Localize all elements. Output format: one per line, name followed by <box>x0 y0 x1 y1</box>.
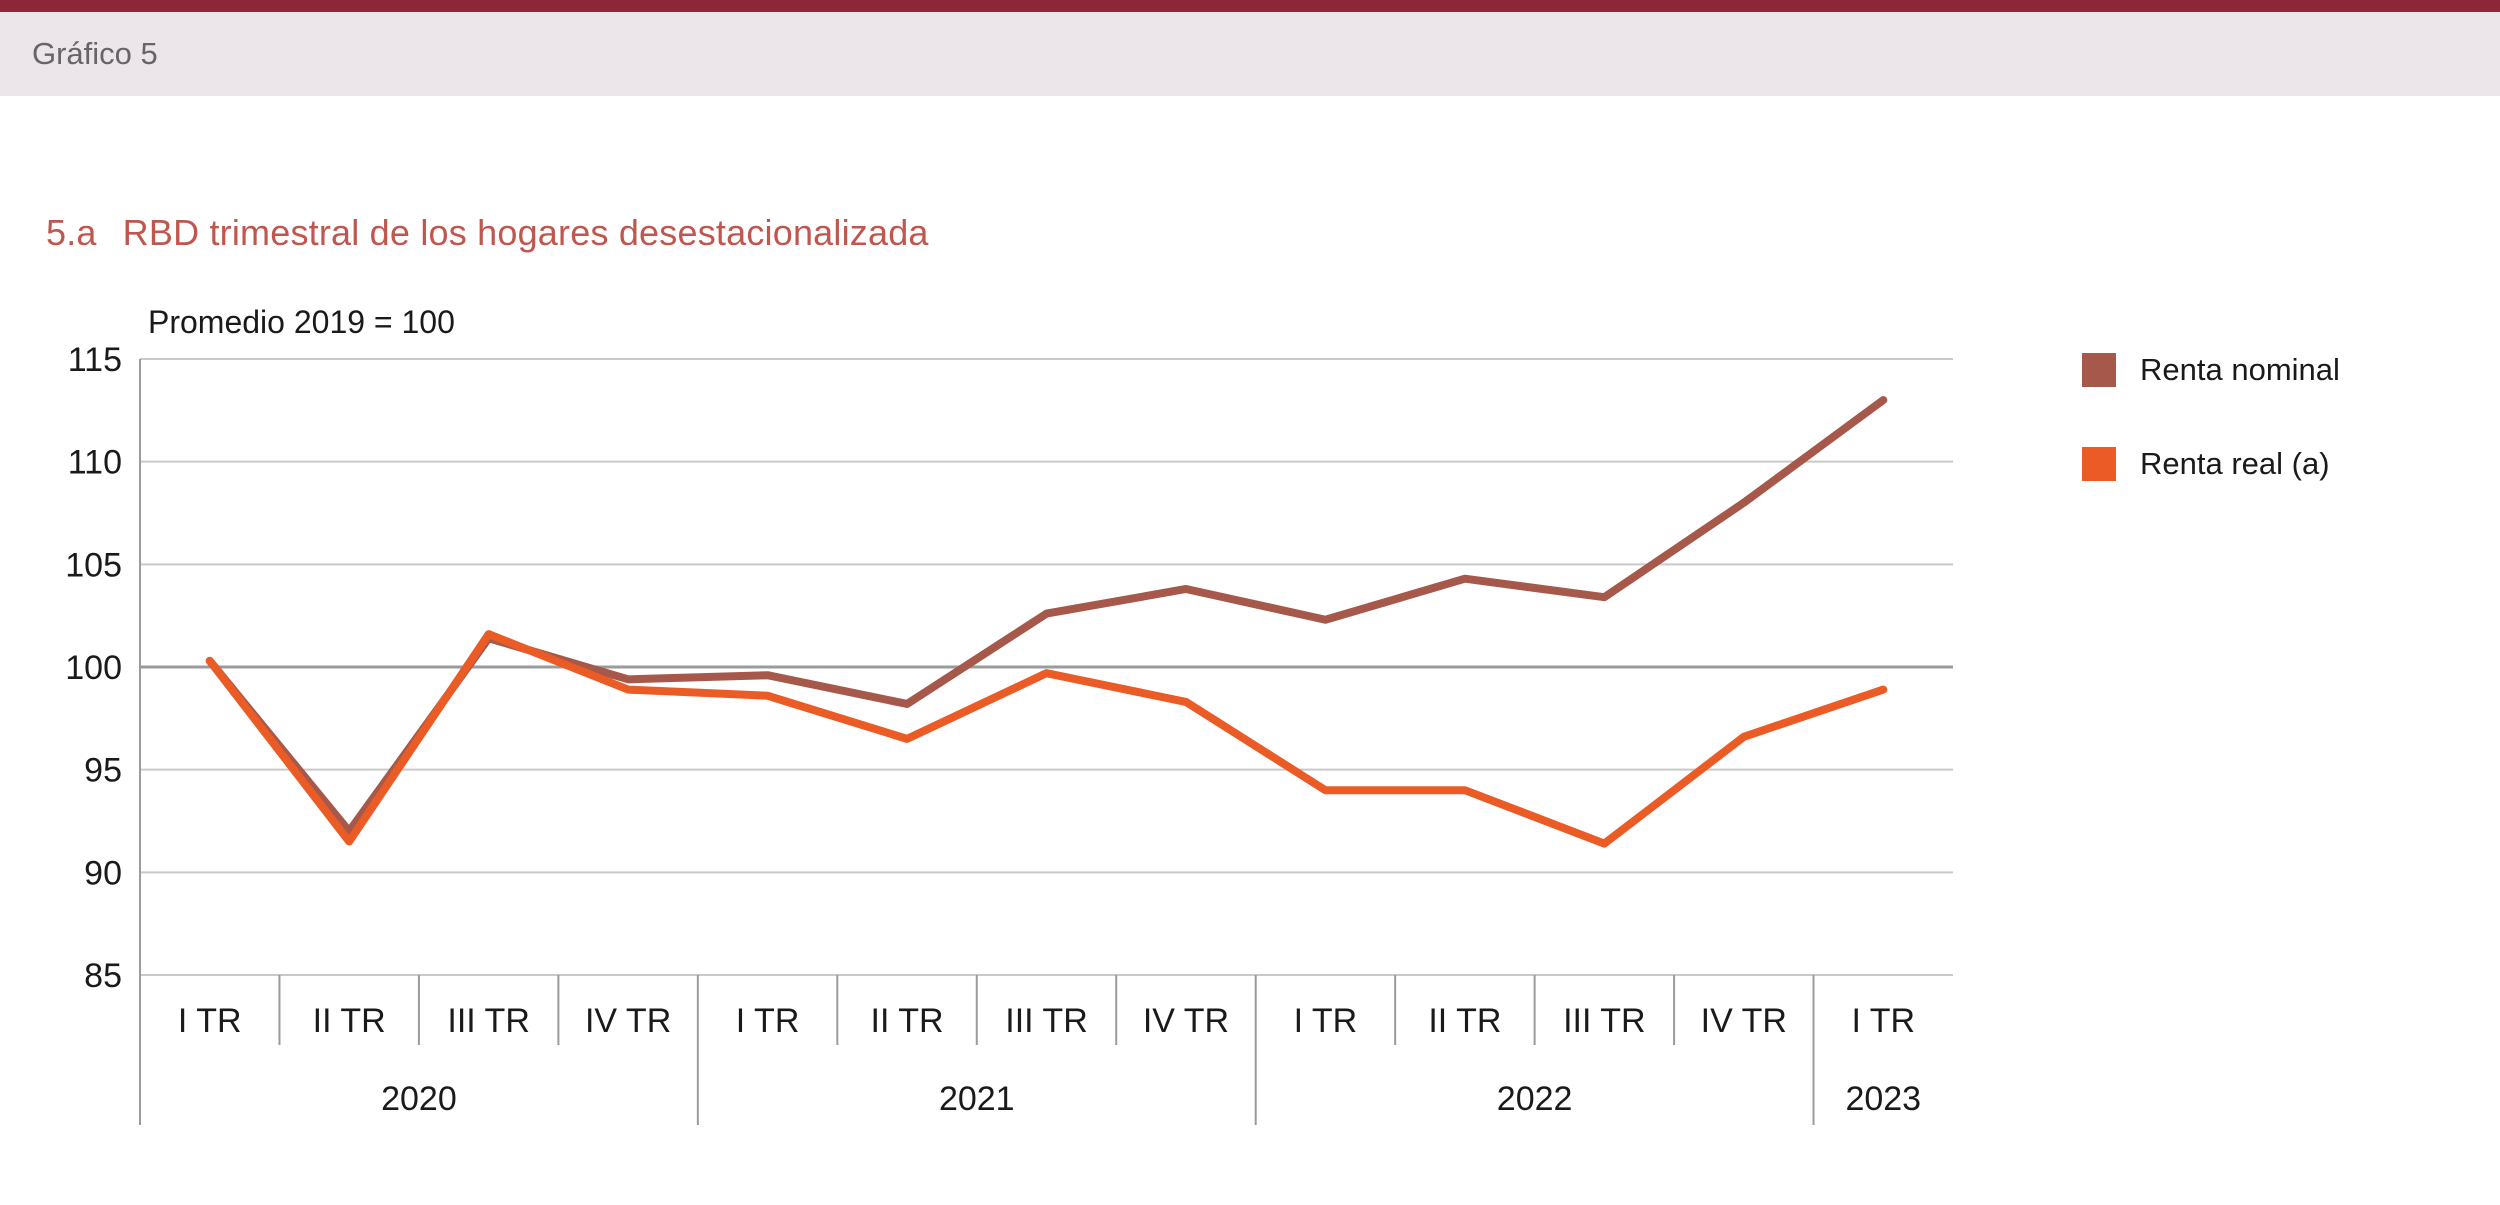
y-tick-label: 100 <box>65 649 122 687</box>
x-tick-label: III TR <box>447 1002 530 1040</box>
x-tick-label: II TR <box>1428 1002 1501 1040</box>
top-border-rule <box>0 0 2500 12</box>
y-tick-label: 90 <box>84 854 122 892</box>
chart-title: 5.a RBD trimestral de los hogares desesta… <box>46 212 929 254</box>
x-tick-label: III TR <box>1005 1002 1088 1040</box>
series-line-real <box>205 630 1888 848</box>
year-label: 2023 <box>1845 1080 1921 1118</box>
y-tick-label: 110 <box>68 444 122 482</box>
x-tick-label: II TR <box>313 1002 386 1040</box>
y-tick-label: 95 <box>84 752 122 790</box>
x-tick-label: I TR <box>736 1002 800 1040</box>
panel-title-text: RBD trimestral de los hogares desestacio… <box>122 212 929 253</box>
axis-unit-label: Promedio 2019 = 100 <box>148 304 455 340</box>
series-line-nominal <box>205 396 1888 836</box>
y-tick-label: 85 <box>84 957 122 995</box>
legend-swatch-nominal <box>2082 353 2116 387</box>
figure-header-band: Gráfico 5 <box>0 12 2500 96</box>
legend-swatch-real <box>2082 447 2116 481</box>
year-label: 2022 <box>1497 1080 1573 1118</box>
x-tick-label: IV TR <box>1143 1002 1229 1040</box>
x-tick-label: III TR <box>1563 1002 1646 1040</box>
x-tick-label: I TR <box>178 1002 242 1040</box>
y-tick-label: 105 <box>65 546 122 584</box>
legend-label-nominal: Renta nominal <box>2140 352 2340 387</box>
year-label: 2021 <box>939 1080 1015 1118</box>
y-tick-label: 115 <box>68 341 122 379</box>
x-tick-label: I TR <box>1294 1002 1358 1040</box>
legend-item-nominal: Renta nominal <box>2082 352 2340 388</box>
legend-label-real: Renta real (a) <box>2140 446 2330 481</box>
x-tick-label: II TR <box>871 1002 944 1040</box>
year-label: 2020 <box>381 1080 457 1118</box>
panel-number: 5.a <box>46 212 97 253</box>
legend-item-real: Renta real (a) <box>2082 446 2340 482</box>
x-tick-label: I TR <box>1851 1002 1915 1040</box>
x-tick-label: IV TR <box>1701 1002 1787 1040</box>
figure-label: Gráfico 5 <box>32 36 158 71</box>
x-tick-label: IV TR <box>585 1002 671 1040</box>
chart-legend: Renta nominal Renta real (a) <box>2082 352 2340 482</box>
